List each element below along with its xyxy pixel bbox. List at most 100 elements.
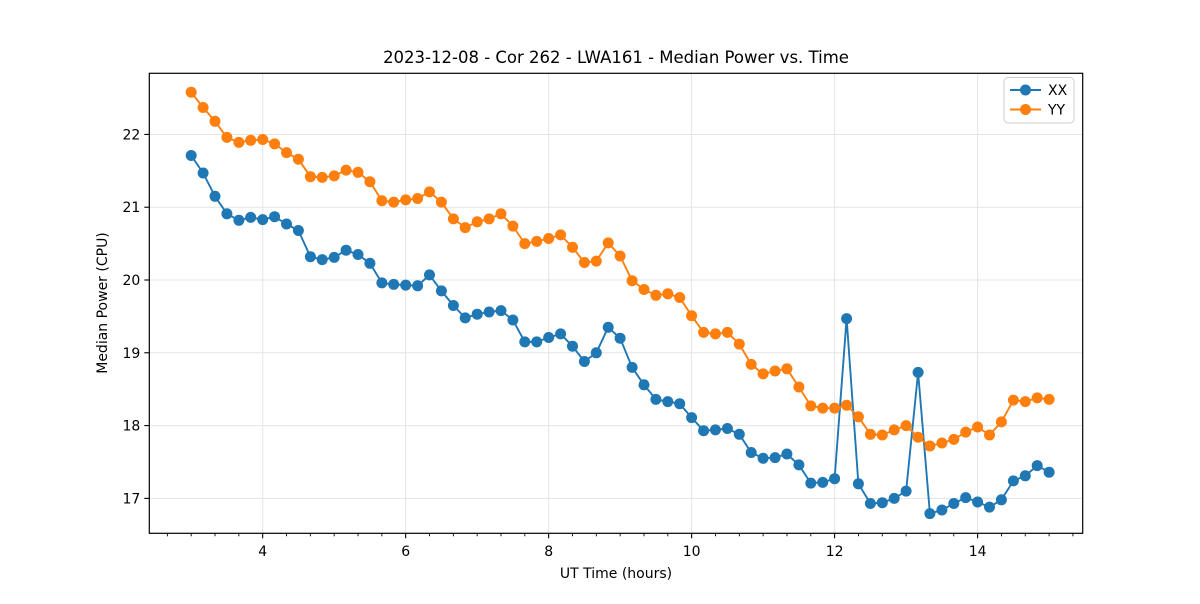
data-point xyxy=(578,356,590,367)
data-point xyxy=(805,400,817,412)
data-point xyxy=(495,208,507,220)
data-point xyxy=(781,448,793,460)
data-point xyxy=(590,347,602,359)
data-point xyxy=(352,249,364,260)
data-point xyxy=(1043,466,1055,478)
data-point xyxy=(936,504,948,516)
data-point xyxy=(459,222,471,234)
data-point xyxy=(686,412,698,424)
y-tick-label: 22 xyxy=(122,127,140,143)
data-point xyxy=(578,257,590,268)
plot-spines xyxy=(148,72,1084,534)
data-point xyxy=(674,292,686,303)
data-point xyxy=(269,211,281,223)
data-point xyxy=(340,244,352,256)
data-point xyxy=(531,336,543,348)
data-point xyxy=(817,476,829,488)
data-point xyxy=(852,411,864,423)
data-point xyxy=(686,310,698,322)
data-point xyxy=(519,238,531,250)
data-point xyxy=(1031,460,1043,472)
data-point xyxy=(757,452,769,464)
data-point xyxy=(888,492,900,504)
series-xx-markers xyxy=(185,150,1055,520)
data-point xyxy=(829,402,841,414)
data-point xyxy=(912,431,924,443)
data-point xyxy=(769,452,781,464)
data-point xyxy=(424,186,435,198)
data-point xyxy=(185,86,197,98)
data-point xyxy=(793,459,805,471)
data-point xyxy=(721,326,733,338)
data-point xyxy=(316,171,328,183)
data-point xyxy=(531,235,543,247)
y-tick-label: 20 xyxy=(122,273,140,289)
data-point xyxy=(1019,396,1031,408)
data-point xyxy=(984,429,995,441)
data-point xyxy=(507,314,519,326)
data-point xyxy=(257,134,269,145)
data-point xyxy=(602,237,614,249)
data-point xyxy=(269,138,281,150)
data-point xyxy=(447,213,459,225)
data-point xyxy=(638,379,650,391)
axes: 4 6 8 10 12 14 17 18 19 20 21 22 xyxy=(122,72,1084,560)
data-point xyxy=(304,171,316,183)
data-point xyxy=(876,497,888,509)
grid xyxy=(149,73,1083,534)
data-point xyxy=(960,426,972,438)
data-point xyxy=(721,423,733,434)
data-point xyxy=(209,190,221,202)
data-point xyxy=(412,280,424,292)
data-point xyxy=(483,306,495,318)
data-point xyxy=(614,250,626,262)
y-tick-label: 18 xyxy=(122,419,140,435)
data-point xyxy=(650,393,662,405)
data-point xyxy=(793,381,805,393)
data-point xyxy=(829,473,841,485)
data-point xyxy=(543,332,555,343)
data-point xyxy=(888,424,900,436)
data-point xyxy=(376,277,388,289)
x-tick-label: 6 xyxy=(401,544,410,560)
data-point xyxy=(936,437,948,449)
legend-marker xyxy=(1020,104,1031,115)
data-point xyxy=(745,358,757,370)
data-point xyxy=(435,285,447,297)
data-point xyxy=(864,428,876,440)
x-tick-label: 14 xyxy=(969,544,987,560)
data-point xyxy=(388,196,400,208)
data-point xyxy=(281,147,292,159)
data-point xyxy=(292,225,304,236)
data-point xyxy=(817,402,829,414)
data-point xyxy=(519,336,531,348)
data-point xyxy=(709,424,721,436)
data-point xyxy=(602,321,614,333)
data-point xyxy=(995,494,1007,506)
data-point xyxy=(698,425,710,437)
data-point xyxy=(1043,393,1055,405)
data-point xyxy=(435,196,447,208)
x-tick-label: 10 xyxy=(683,544,701,560)
data-point xyxy=(733,338,745,350)
data-point xyxy=(900,485,912,497)
data-point xyxy=(364,257,376,269)
data-point xyxy=(864,498,876,509)
data-point xyxy=(233,214,245,226)
data-point xyxy=(400,194,412,206)
data-point xyxy=(900,420,912,432)
data-point xyxy=(340,164,352,176)
data-point xyxy=(805,477,817,489)
y-tick-label: 19 xyxy=(122,346,140,362)
data-point xyxy=(984,501,995,513)
data-point xyxy=(841,399,853,411)
data-point xyxy=(483,213,495,225)
data-point xyxy=(1019,470,1031,482)
data-point xyxy=(555,229,567,241)
data-point xyxy=(471,216,483,228)
data-point xyxy=(328,170,340,182)
y-tick-label: 17 xyxy=(122,491,140,507)
data-point xyxy=(364,176,376,188)
data-point xyxy=(221,131,233,143)
x-tick-label: 8 xyxy=(544,544,553,560)
